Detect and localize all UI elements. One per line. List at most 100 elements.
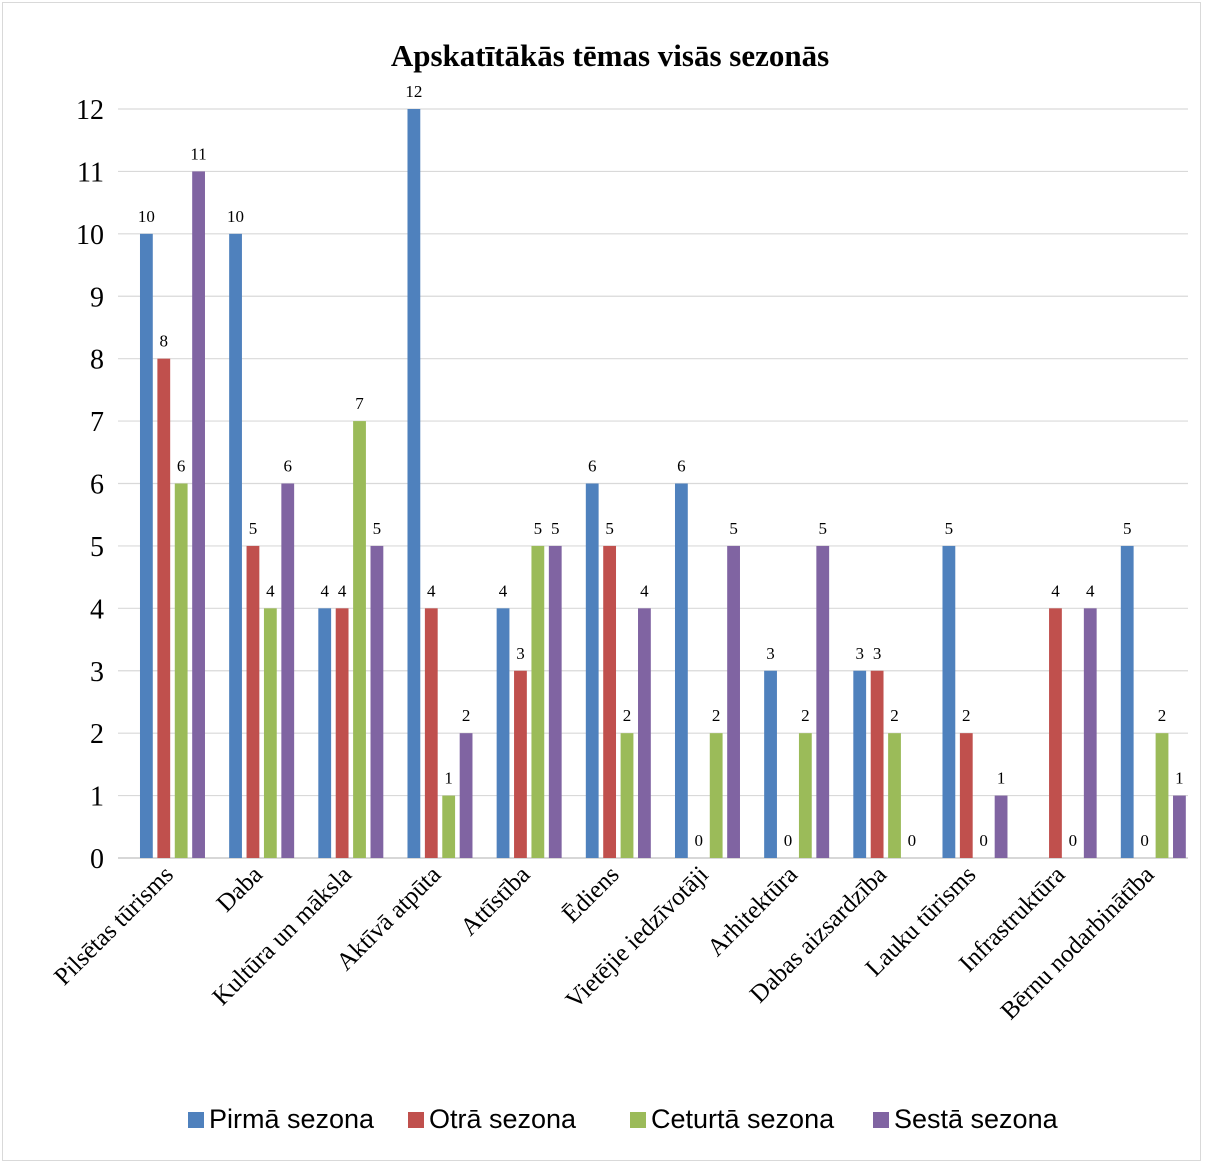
data-label: 2 [712, 706, 721, 725]
y-tick-label: 10 [76, 220, 104, 251]
bar [174, 483, 188, 858]
data-label: 10 [138, 207, 155, 226]
data-label: 1 [444, 769, 453, 788]
data-label: 0 [695, 831, 704, 850]
data-label: 6 [284, 457, 293, 476]
y-tick-label: 3 [90, 657, 104, 688]
bar [603, 545, 617, 858]
data-label: 4 [338, 581, 347, 600]
data-label: 1 [997, 769, 1006, 788]
y-tick-label: 7 [90, 407, 104, 438]
data-label: 6 [588, 457, 597, 476]
data-label: 2 [962, 706, 971, 725]
x-tick-label: Ēdiens [557, 861, 624, 928]
bar [263, 608, 277, 858]
legend-label: Pirmā sezona [209, 1104, 375, 1134]
data-label: 4 [640, 581, 649, 600]
x-tick-label: Pilsētas tūrisms [49, 861, 179, 991]
bar [853, 670, 867, 858]
bar [424, 608, 438, 858]
bar [548, 545, 562, 858]
bars [139, 109, 1186, 859]
y-tick-label: 11 [77, 157, 104, 188]
data-label: 0 [979, 831, 988, 850]
bar [870, 670, 884, 858]
data-label: 4 [266, 581, 275, 600]
legend-label: Ceturtā sezona [651, 1104, 835, 1134]
data-label: 3 [855, 644, 864, 663]
bar [994, 795, 1008, 858]
data-label: 2 [801, 706, 810, 725]
bar [1083, 608, 1097, 858]
data-label: 8 [160, 332, 169, 351]
data-label: 11 [190, 144, 206, 163]
data-label: 2 [1158, 706, 1167, 725]
bar [888, 733, 901, 858]
y-tick-label: 2 [90, 719, 104, 750]
bar [281, 483, 295, 858]
data-label: 10 [227, 207, 244, 226]
bar [157, 358, 171, 858]
data-label: 4 [499, 581, 508, 600]
data-label: 4 [1086, 581, 1095, 600]
bar [407, 109, 421, 858]
data-label: 5 [729, 519, 738, 538]
data-label: 2 [623, 706, 632, 725]
data-label: 2 [890, 706, 899, 725]
data-label: 6 [677, 457, 686, 476]
data-label: 5 [373, 519, 382, 538]
bar [959, 733, 973, 858]
y-tick-label: 5 [90, 532, 104, 563]
bar [1120, 545, 1134, 858]
legend-swatch [630, 1112, 646, 1128]
data-label: 2 [462, 706, 471, 725]
bar [1173, 795, 1186, 858]
x-tick-label: Attīstība [456, 861, 536, 941]
bar [942, 545, 956, 858]
y-tick-label: 8 [90, 345, 104, 376]
legend-label: Sestā sezona [894, 1104, 1059, 1134]
bar [638, 608, 651, 858]
bar [585, 483, 599, 858]
bar [816, 545, 830, 858]
data-label: 4 [320, 581, 329, 600]
y-tick-label: 1 [90, 782, 104, 813]
y-tick-label: 12 [76, 95, 104, 126]
bar [496, 608, 510, 858]
data-label: 3 [766, 644, 775, 663]
bar [764, 670, 777, 858]
data-label: 1 [1175, 769, 1184, 788]
data-label: 4 [427, 581, 436, 600]
chart-title: Apskatītākās tēmas visās sezonās [391, 38, 829, 73]
data-label: 5 [945, 519, 954, 538]
data-label: 5 [605, 519, 614, 538]
data-label: 0 [1069, 831, 1078, 850]
data-label: 12 [405, 82, 422, 101]
y-tick-label: 6 [90, 470, 104, 501]
bar [192, 171, 205, 858]
legend-swatch [873, 1112, 889, 1128]
y-tick-label: 0 [90, 844, 104, 875]
bar [514, 670, 527, 858]
data-label: 4 [1051, 581, 1060, 600]
bar [139, 233, 153, 859]
data-label: 5 [249, 519, 258, 538]
bar [709, 733, 723, 858]
data-label: 3 [873, 644, 882, 663]
data-label: 7 [355, 394, 364, 413]
bar [620, 733, 634, 858]
data-label: 5 [1123, 519, 1132, 538]
bar [1049, 608, 1062, 858]
bar [798, 733, 812, 858]
data-label: 3 [516, 644, 525, 663]
legend-label: Otrā sezona [429, 1104, 577, 1134]
bar [459, 733, 473, 858]
bar [674, 483, 688, 858]
data-label: 0 [1140, 831, 1149, 850]
x-tick-label: Daba [212, 861, 268, 917]
x-tick-label: Bērnu nodarbinātība [996, 861, 1160, 1025]
bar [531, 545, 545, 858]
